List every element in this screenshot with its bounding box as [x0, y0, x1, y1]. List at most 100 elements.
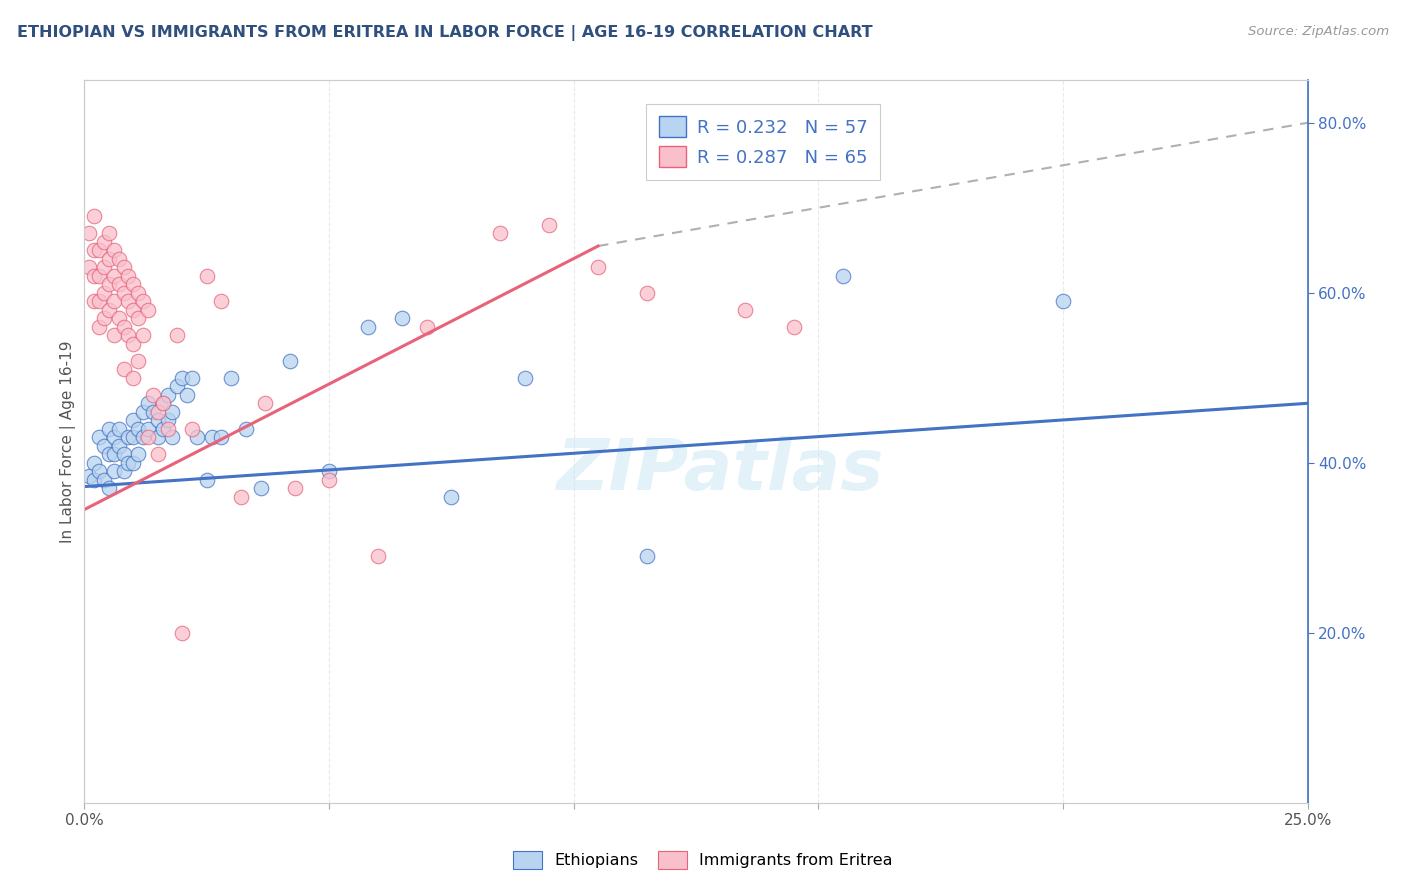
Point [97, 422, 120, 436]
Point [489, 227, 512, 241]
Point [209, 294, 232, 309]
Point [186, 430, 208, 444]
Point [142, 388, 165, 402]
Point [152, 422, 174, 436]
Point [195, 473, 218, 487]
Point [235, 422, 257, 436]
Point [166, 379, 188, 393]
Point [77, 468, 100, 483]
Legend: R = 0.232   N = 57, R = 0.287   N = 65: R = 0.232 N = 57, R = 0.287 N = 65 [647, 103, 880, 180]
Point [132, 294, 155, 309]
Point [200, 430, 222, 444]
Point [87, 294, 110, 309]
Point [127, 447, 149, 461]
Point [136, 302, 159, 317]
Point [122, 336, 145, 351]
Point [77, 227, 100, 241]
Point [136, 430, 159, 444]
Point [112, 260, 135, 275]
Point [440, 490, 463, 504]
Y-axis label: In Labor Force | Age 16-19: In Labor Force | Age 16-19 [60, 340, 76, 543]
Point [127, 285, 149, 300]
Point [97, 302, 120, 317]
Legend: Ethiopians, Immigrants from Eritrea: Ethiopians, Immigrants from Eritrea [506, 845, 900, 875]
Point [93, 473, 115, 487]
Point [103, 268, 125, 283]
Point [127, 311, 149, 326]
Point [831, 268, 853, 283]
Point [87, 430, 110, 444]
Point [83, 209, 105, 223]
Point [103, 244, 125, 258]
Point [367, 549, 389, 564]
Point [122, 302, 145, 317]
Point [83, 456, 105, 470]
Point [97, 277, 120, 292]
Text: ETHIOPIAN VS IMMIGRANTS FROM ERITREA IN LABOR FORCE | AGE 16-19 CORRELATION CHAR: ETHIOPIAN VS IMMIGRANTS FROM ERITREA IN … [17, 25, 873, 41]
Point [586, 260, 609, 275]
Point [132, 405, 155, 419]
Point [166, 328, 188, 343]
Point [156, 422, 179, 436]
Point [146, 413, 169, 427]
Point [357, 319, 380, 334]
Point [146, 430, 169, 444]
Point [249, 481, 271, 495]
Point [103, 328, 125, 343]
Point [97, 252, 120, 266]
Point [112, 362, 135, 376]
Point [136, 422, 159, 436]
Point [83, 244, 105, 258]
Point [209, 430, 232, 444]
Point [77, 260, 100, 275]
Point [391, 311, 413, 326]
Point [117, 294, 139, 309]
Point [93, 311, 115, 326]
Point [318, 473, 340, 487]
Point [107, 277, 129, 292]
Point [278, 353, 301, 368]
Point [97, 481, 120, 495]
Point [112, 319, 135, 334]
Point [117, 328, 139, 343]
Point [87, 268, 110, 283]
Point [176, 388, 198, 402]
Point [156, 388, 179, 402]
Point [122, 456, 145, 470]
Point [156, 413, 179, 427]
Point [97, 447, 120, 461]
Point [112, 464, 135, 478]
Point [416, 319, 439, 334]
Point [122, 430, 145, 444]
Point [93, 260, 115, 275]
Point [107, 439, 129, 453]
Point [93, 285, 115, 300]
Point [97, 227, 120, 241]
Point [162, 430, 184, 444]
Point [107, 252, 129, 266]
Point [132, 430, 155, 444]
Point [103, 464, 125, 478]
Point [83, 473, 105, 487]
Point [162, 405, 184, 419]
Point [783, 319, 806, 334]
Point [636, 285, 658, 300]
Point [318, 464, 340, 478]
Point [181, 371, 204, 385]
Point [132, 328, 155, 343]
Point [103, 430, 125, 444]
Point [103, 294, 125, 309]
Point [122, 277, 145, 292]
Point [107, 422, 129, 436]
Point [93, 235, 115, 249]
Point [195, 268, 218, 283]
Point [513, 371, 536, 385]
Text: Source: ZipAtlas.com: Source: ZipAtlas.com [1249, 25, 1389, 38]
Point [254, 396, 277, 410]
Point [107, 311, 129, 326]
Point [172, 625, 194, 640]
Point [112, 285, 135, 300]
Point [181, 422, 204, 436]
Point [117, 456, 139, 470]
Point [87, 244, 110, 258]
